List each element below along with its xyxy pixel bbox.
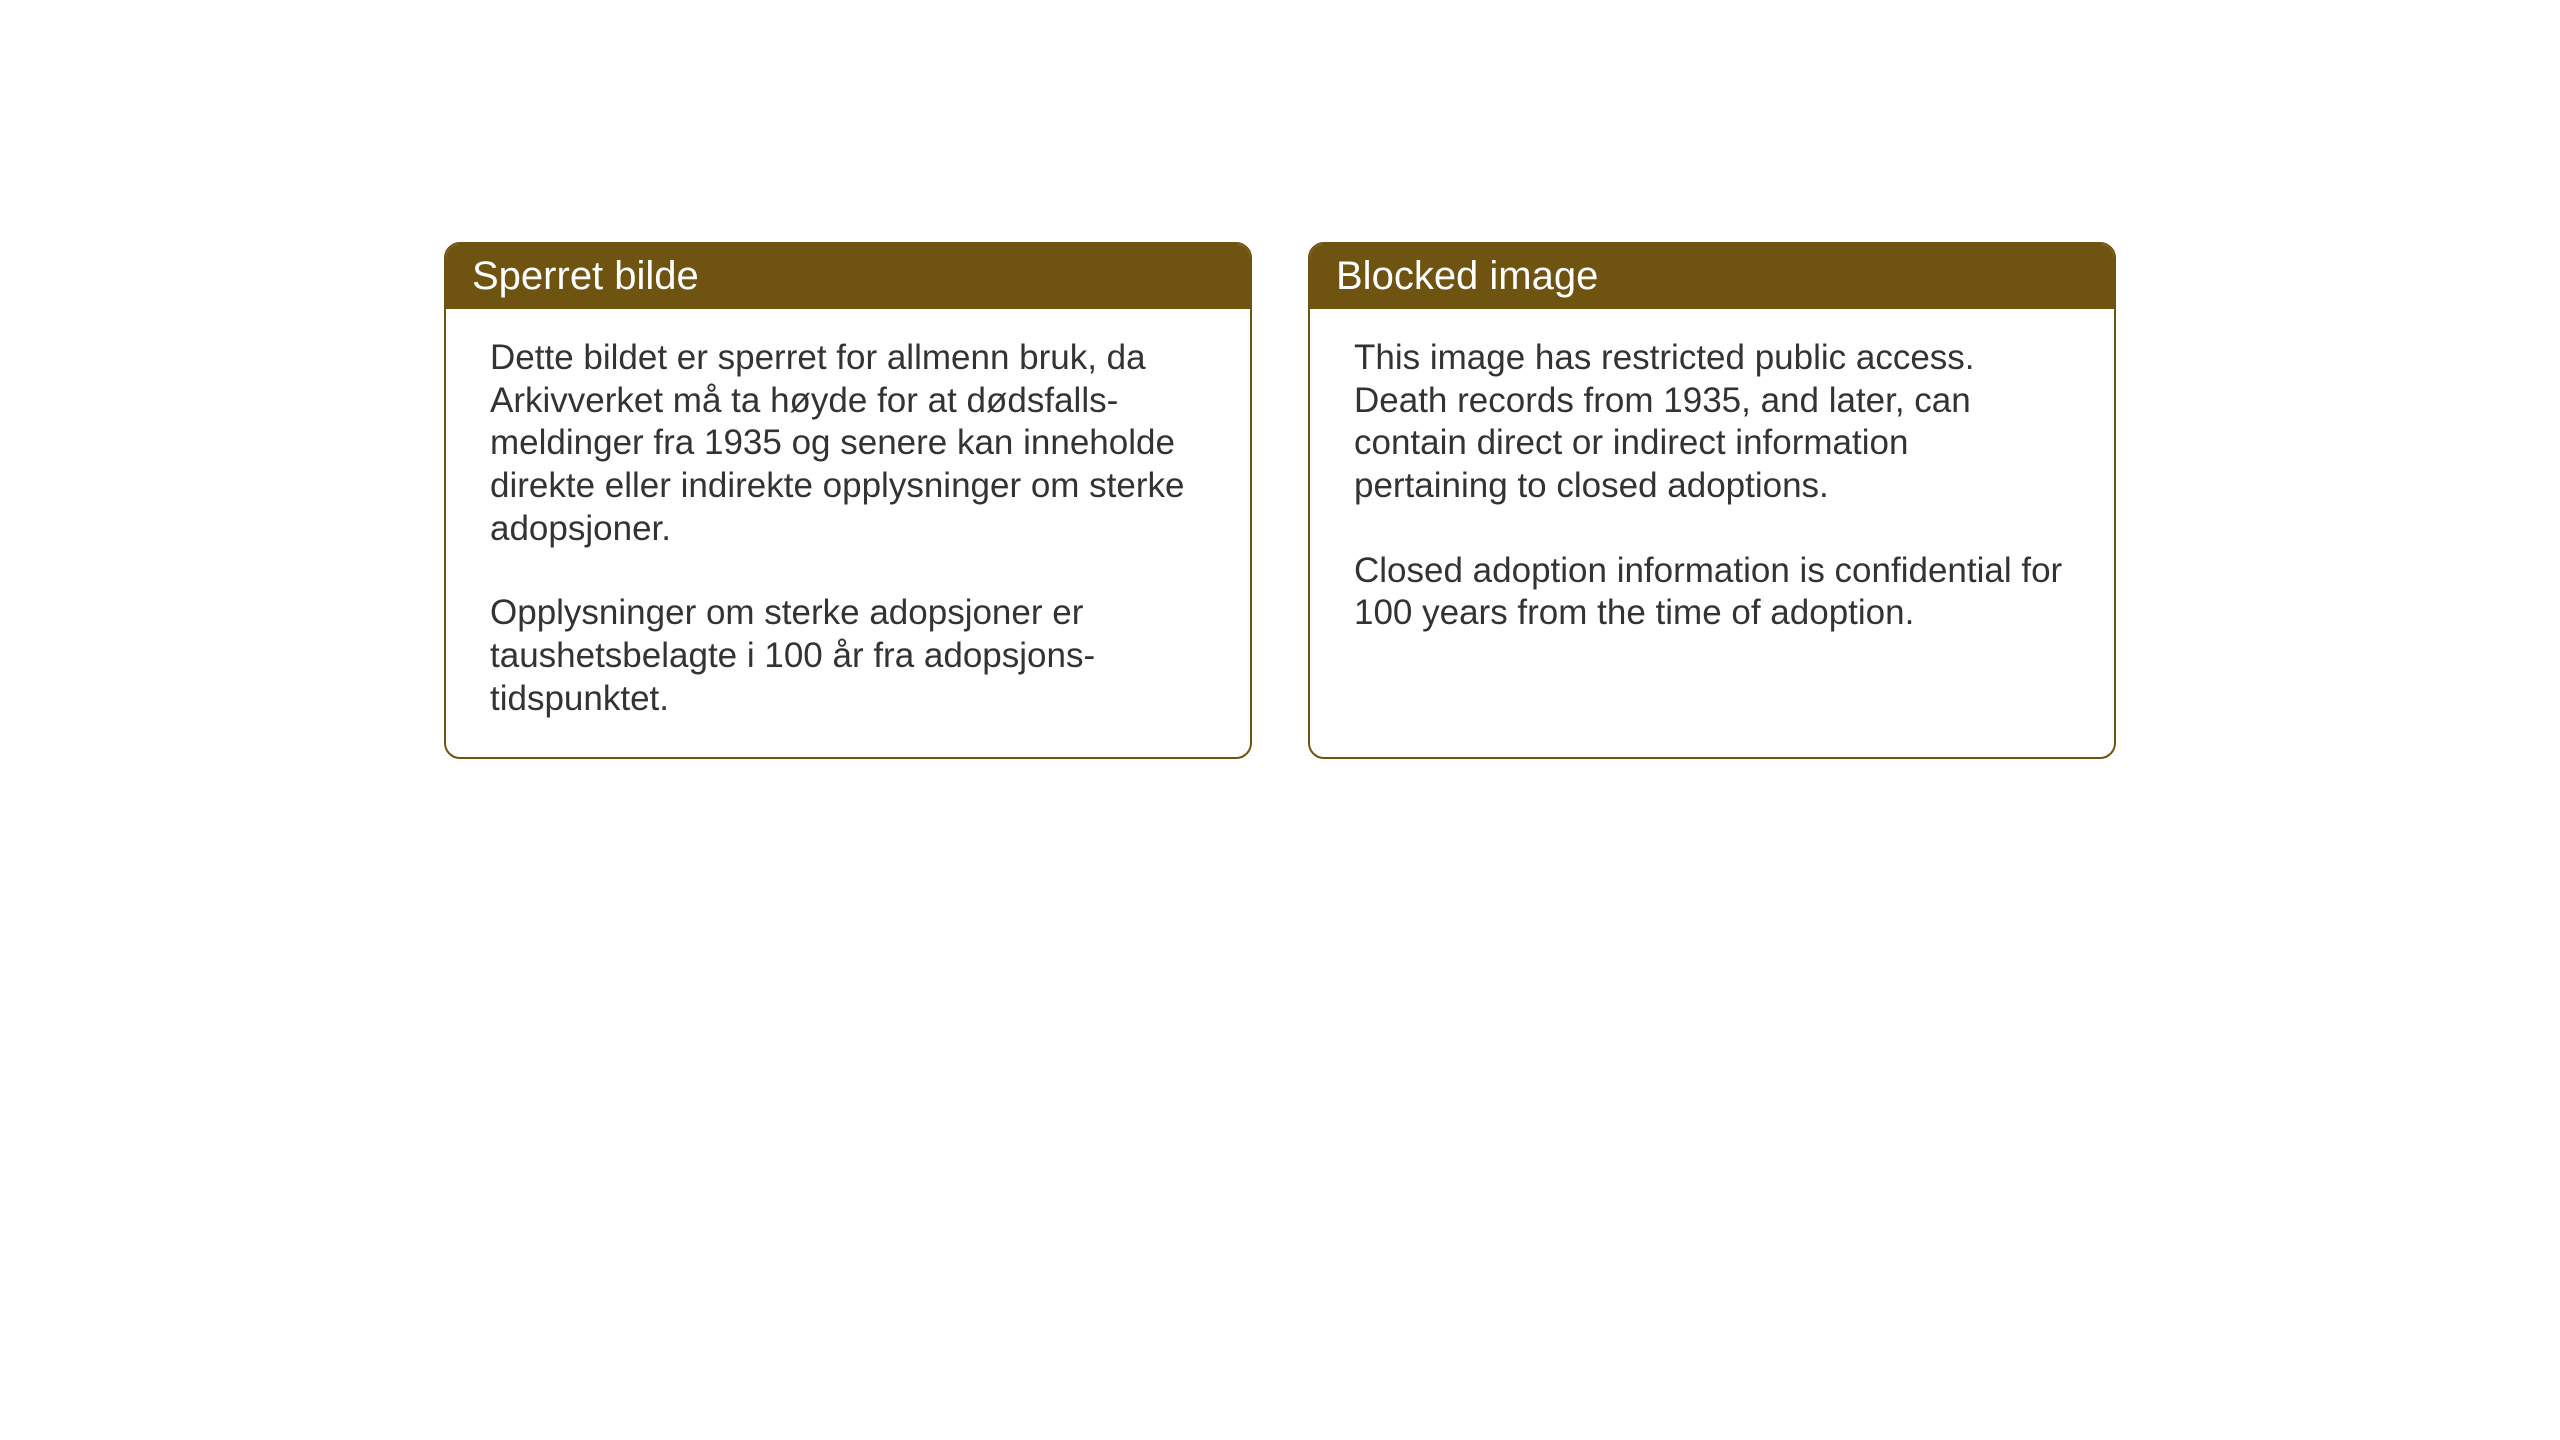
panel-title: Sperret bilde bbox=[472, 254, 699, 298]
notice-panel-english: Blocked image This image has restricted … bbox=[1308, 242, 2116, 759]
panel-paragraph: Dette bildet er sperret for allmenn bruk… bbox=[490, 337, 1206, 550]
notice-panel-norwegian: Sperret bilde Dette bildet er sperret fo… bbox=[444, 242, 1252, 759]
notice-container: Sperret bilde Dette bildet er sperret fo… bbox=[444, 242, 2116, 759]
panel-paragraph: Closed adoption information is confident… bbox=[1354, 550, 2070, 635]
panel-paragraph: Opplysninger om sterke adopsjoner er tau… bbox=[490, 592, 1206, 720]
panel-header: Sperret bilde bbox=[446, 244, 1250, 309]
panel-body: Dette bildet er sperret for allmenn bruk… bbox=[446, 309, 1250, 757]
panel-paragraph: This image has restricted public access.… bbox=[1354, 337, 2070, 508]
panel-body: This image has restricted public access.… bbox=[1310, 309, 2114, 749]
panel-title: Blocked image bbox=[1336, 254, 1598, 298]
panel-header: Blocked image bbox=[1310, 244, 2114, 309]
